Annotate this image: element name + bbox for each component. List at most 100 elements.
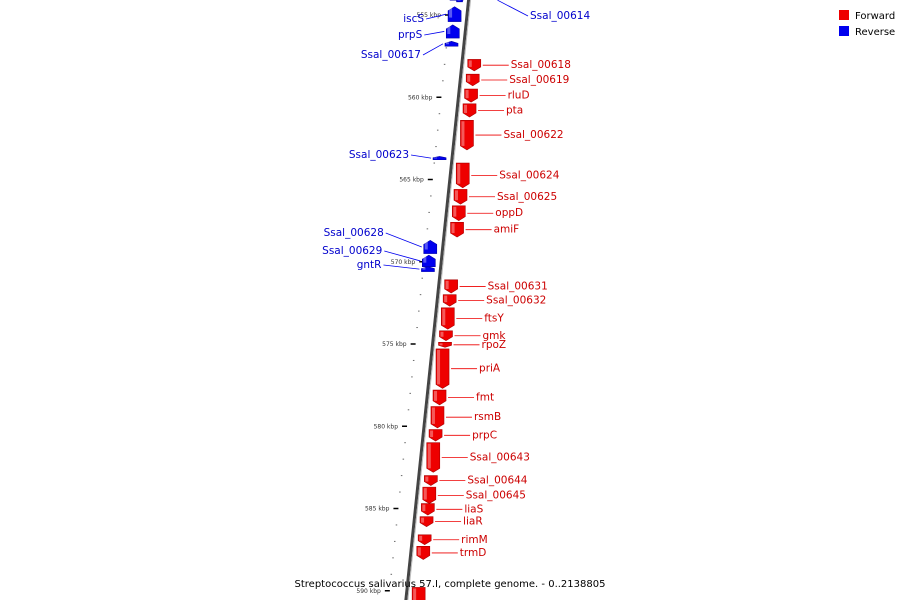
gene-arrow[interactable]: [432, 156, 447, 161]
gene-arrow[interactable]: [447, 6, 462, 22]
gene-ftsY-feature[interactable]: [440, 307, 455, 330]
gene-Ssal_00631-feature[interactable]: [444, 279, 458, 294]
tick-label: 580 kbp: [374, 423, 399, 430]
gene-arrow[interactable]: [456, 0, 463, 3]
gene-labels: iscS prpS Ssal_00614 Ssal_00617 Ssal_00618 Ss…: [322, 0, 590, 559]
gene-arrow[interactable]: [465, 73, 480, 87]
gene-prpS-feature[interactable]: [445, 24, 460, 39]
gene-Ssal_00632-feature[interactable]: [442, 294, 457, 307]
gene-arrow[interactable]: [460, 119, 474, 151]
gene-shading: [455, 190, 459, 201]
gene-label: Ssal_00631: [488, 280, 548, 292]
gene-label: liaR: [463, 516, 483, 528]
gene-shading: [457, 0, 461, 1]
gene-liaS-feature[interactable]: [421, 503, 435, 516]
gene-Ssal_00614-feature[interactable]: [456, 0, 463, 3]
gene-label: rpoZ: [482, 339, 507, 351]
gene-arrow[interactable]: [416, 546, 431, 560]
gene-arrow[interactable]: [426, 442, 441, 473]
gene-shading: [464, 104, 468, 113]
gene-label: gmk: [482, 330, 506, 342]
gene-leader-line: [383, 264, 420, 270]
gene-arrow[interactable]: [430, 406, 445, 429]
gene-Ssal_00624-feature[interactable]: [455, 162, 470, 189]
gene-gmk-feature[interactable]: [439, 330, 453, 342]
gene-arrow[interactable]: [440, 307, 455, 330]
gene-Ssal_00617-feature[interactable]: [444, 41, 459, 47]
gene-arrow[interactable]: [417, 534, 432, 546]
gene-Ssal_00619-feature[interactable]: [465, 73, 480, 87]
gene-arrow[interactable]: [424, 475, 438, 486]
gene-arrow[interactable]: [411, 587, 426, 600]
gene-gntR-feature[interactable]: [421, 266, 435, 272]
gene-arrow[interactable]: [435, 348, 450, 389]
gene-arrow[interactable]: [439, 330, 453, 342]
gene-label: rimM: [461, 534, 488, 546]
gene-arrow[interactable]: [445, 24, 460, 39]
gene-shading: [442, 308, 446, 326]
gene-arrow[interactable]: [450, 221, 464, 238]
gene-Ssal_00628-feature[interactable]: [423, 240, 438, 254]
tick-label: 560 kbp: [408, 94, 433, 101]
gene-Ssal_00622-feature[interactable]: [460, 119, 474, 151]
gene-iscS-feature[interactable]: [447, 6, 462, 22]
gene-Ssal_00643-feature[interactable]: [426, 442, 441, 473]
gene-shading: [422, 504, 426, 512]
gene-arrow[interactable]: [432, 389, 447, 406]
gene-shading: [430, 430, 434, 438]
backbone-highlight: [407, 0, 472, 600]
gene-Ssal_00623-feature[interactable]: [432, 156, 447, 161]
gene-label: oppD: [495, 207, 523, 219]
gene-arrow[interactable]: [451, 205, 466, 221]
gene-unnamed-feature[interactable]: [411, 587, 426, 600]
backbone-line: [404, 0, 471, 600]
gene-Ssal_00625-feature[interactable]: [453, 189, 468, 205]
gene-label: fmt: [476, 391, 494, 403]
gene-priA-feature[interactable]: [435, 348, 450, 389]
gene-arrow[interactable]: [467, 59, 482, 72]
gene-shading: [417, 547, 421, 556]
gene-arrow[interactable]: [419, 516, 434, 527]
gene-shading: [424, 241, 428, 250]
gene-arrow[interactable]: [442, 294, 457, 307]
gene-arrow[interactable]: [438, 342, 452, 348]
gene-rimM-feature[interactable]: [417, 534, 432, 546]
gene-arrow[interactable]: [423, 240, 438, 254]
gene-pta-feature[interactable]: [462, 103, 477, 118]
gene-label: Ssal_00623: [349, 149, 409, 161]
gene-shading: [423, 488, 427, 500]
gene-arrow[interactable]: [428, 429, 443, 442]
gene-shading: [467, 75, 471, 82]
gene-arrow[interactable]: [422, 486, 437, 504]
gene-arrow[interactable]: [444, 41, 459, 47]
gene-shading: [451, 223, 455, 234]
gene-liaR-feature[interactable]: [419, 516, 434, 527]
gene-trmD-feature[interactable]: [416, 546, 431, 560]
gene-rsmB-feature[interactable]: [430, 406, 445, 429]
gene-label: Ssal_00622: [503, 129, 563, 141]
gene-Ssal_00618-feature[interactable]: [467, 59, 482, 72]
tick-label: 570 kbp: [391, 259, 416, 266]
gene-prpC-feature[interactable]: [428, 429, 443, 442]
gene-amiF-feature[interactable]: [450, 221, 464, 238]
gene-rpoZ-feature[interactable]: [438, 342, 452, 348]
gene-arrow[interactable]: [464, 88, 478, 103]
gene-shading: [457, 164, 461, 184]
gene-Ssal_00645-feature[interactable]: [422, 486, 437, 504]
gene-label: Ssal_00617: [361, 49, 421, 61]
gene-arrow[interactable]: [444, 279, 458, 294]
gene-Ssal_00644-feature[interactable]: [424, 475, 438, 486]
gene-features[interactable]: [411, 0, 482, 600]
gene-arrow[interactable]: [453, 189, 468, 205]
gene-arrow[interactable]: [421, 503, 435, 516]
gene-arrow[interactable]: [455, 162, 470, 189]
gene-arrow[interactable]: [462, 103, 477, 118]
gene-label: pta: [506, 104, 523, 116]
gene-arrow[interactable]: [421, 266, 435, 272]
gene-oppD-feature[interactable]: [451, 205, 466, 221]
gene-Ssal_00629-feature[interactable]: [422, 254, 436, 267]
gene-rluD-feature[interactable]: [464, 88, 478, 103]
gene-fmt-feature[interactable]: [432, 389, 447, 406]
legend-forward-swatch: [839, 10, 849, 20]
